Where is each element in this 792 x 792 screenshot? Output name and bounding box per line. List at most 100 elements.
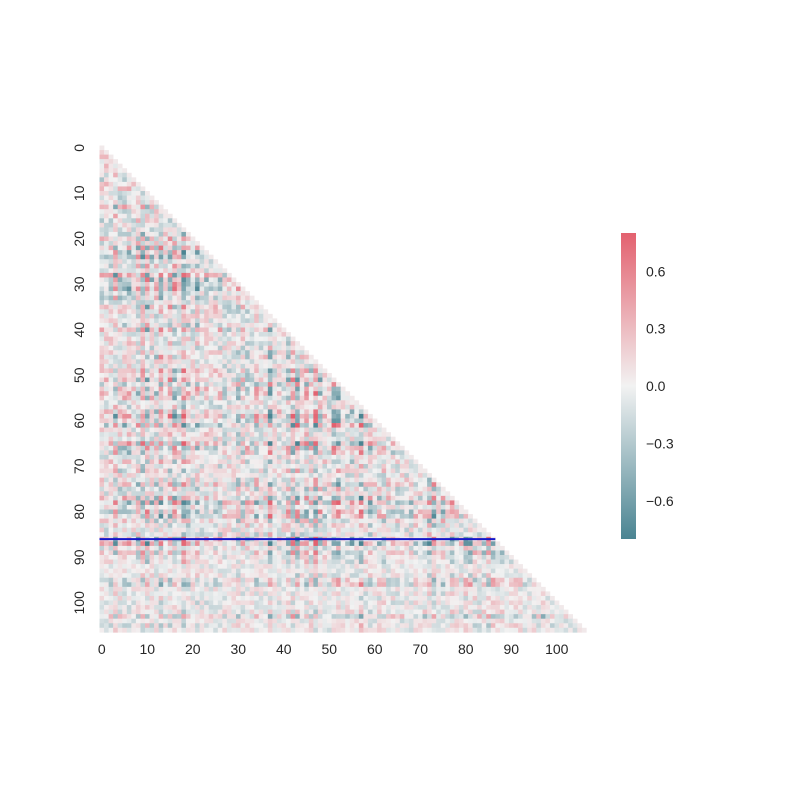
heatmap-cell [126,477,132,483]
heatmap-cell [427,509,432,515]
heatmap-cell [108,259,114,265]
heatmap-cell [386,450,391,456]
heatmap-cell [231,404,237,410]
heatmap-cell [263,518,269,524]
heatmap-cell [149,318,155,324]
heatmap-cell [358,477,364,483]
heatmap-cell [181,327,187,333]
heatmap-cell [163,222,169,228]
heatmap-cell [213,450,219,456]
heatmap-cell [204,268,209,274]
heatmap-cell [304,464,310,469]
heatmap-cell [513,591,519,597]
heatmap-cell [240,486,246,492]
heatmap-cell [445,573,451,579]
heatmap-cell [422,577,428,583]
heatmap-cell [163,354,169,360]
heatmap-cell [422,591,428,597]
heatmap-cell [231,286,237,292]
heatmap-cell [372,423,378,428]
heatmap-cell [290,350,296,356]
heatmap-cell [126,445,132,451]
heatmap-cell [422,473,428,478]
heatmap-cell [331,395,337,401]
heatmap-cell [295,441,300,447]
heatmap-cell [231,400,237,406]
heatmap-cell [117,341,123,346]
heatmap-cell [195,354,200,360]
heatmap-cell [104,514,109,519]
heatmap-cell [163,577,169,583]
heatmap-cell [113,186,118,192]
heatmap-cell [481,568,487,574]
heatmap-cell [349,545,355,551]
heatmap-cell [117,282,123,287]
heatmap-cell [358,500,364,506]
heatmap-cell [363,523,369,528]
heatmap-cell [172,245,178,251]
heatmap-cell [249,322,255,328]
heatmap-cell [158,454,164,460]
heatmap-cell [390,482,396,488]
heatmap-cell [208,495,214,501]
heatmap-cell [195,559,200,565]
heatmap-cell [290,423,296,428]
heatmap-cell [113,500,118,506]
heatmap-cell [249,523,255,528]
heatmap-cell [185,286,191,292]
heatmap-cell [163,468,169,474]
heatmap-cell [126,436,132,442]
heatmap-cell [340,491,346,497]
heatmap-cell [236,336,241,342]
heatmap-cell [113,582,118,588]
heatmap-cell [163,504,169,510]
heatmap-cell [236,286,241,292]
heatmap-cell [99,450,105,456]
heatmap-cell [122,482,128,488]
heatmap-cell [222,459,228,465]
heatmap-cell [163,523,169,528]
heatmap-cell [122,259,128,265]
heatmap-cell [313,514,319,519]
heatmap-cell [213,259,219,265]
heatmap-cell [281,541,287,547]
heatmap-cell [172,550,178,556]
heatmap-cell [345,586,351,592]
heatmap-cell [231,555,237,560]
heatmap-cell [245,391,250,397]
heatmap-cell [204,254,209,260]
heatmap-cell [254,591,260,597]
heatmap-cell [322,500,328,506]
heatmap-cell [108,545,114,551]
heatmap-cell [299,464,305,469]
heatmap-cell [290,454,296,460]
heatmap-cell [108,286,114,292]
heatmap-cell [99,150,105,155]
heatmap-cell [354,509,360,515]
heatmap-cell [272,573,278,579]
heatmap-cell [181,350,187,356]
heatmap-cell [190,423,196,428]
heatmap-cell [181,259,187,265]
heatmap-cell [99,518,105,524]
heatmap-cell [404,541,410,547]
heatmap-cell [113,386,118,392]
heatmap-cell [354,409,360,415]
heatmap-cell [167,473,173,478]
heatmap-cell [167,254,173,260]
heatmap-cell [299,568,305,574]
heatmap-cell [236,445,241,451]
heatmap-cell [176,350,182,356]
heatmap-cell [172,382,178,387]
heatmap-cell [140,363,146,369]
heatmap-cell [135,322,141,328]
heatmap-cell [349,432,355,437]
heatmap-cell [122,413,128,419]
heatmap-cell [422,532,428,538]
heatmap-cell [158,336,164,342]
heatmap-cell [140,382,146,387]
heatmap-cell [490,586,496,592]
heatmap-cell [263,359,269,365]
heatmap-cell [158,350,164,356]
heatmap-cell [140,555,146,560]
